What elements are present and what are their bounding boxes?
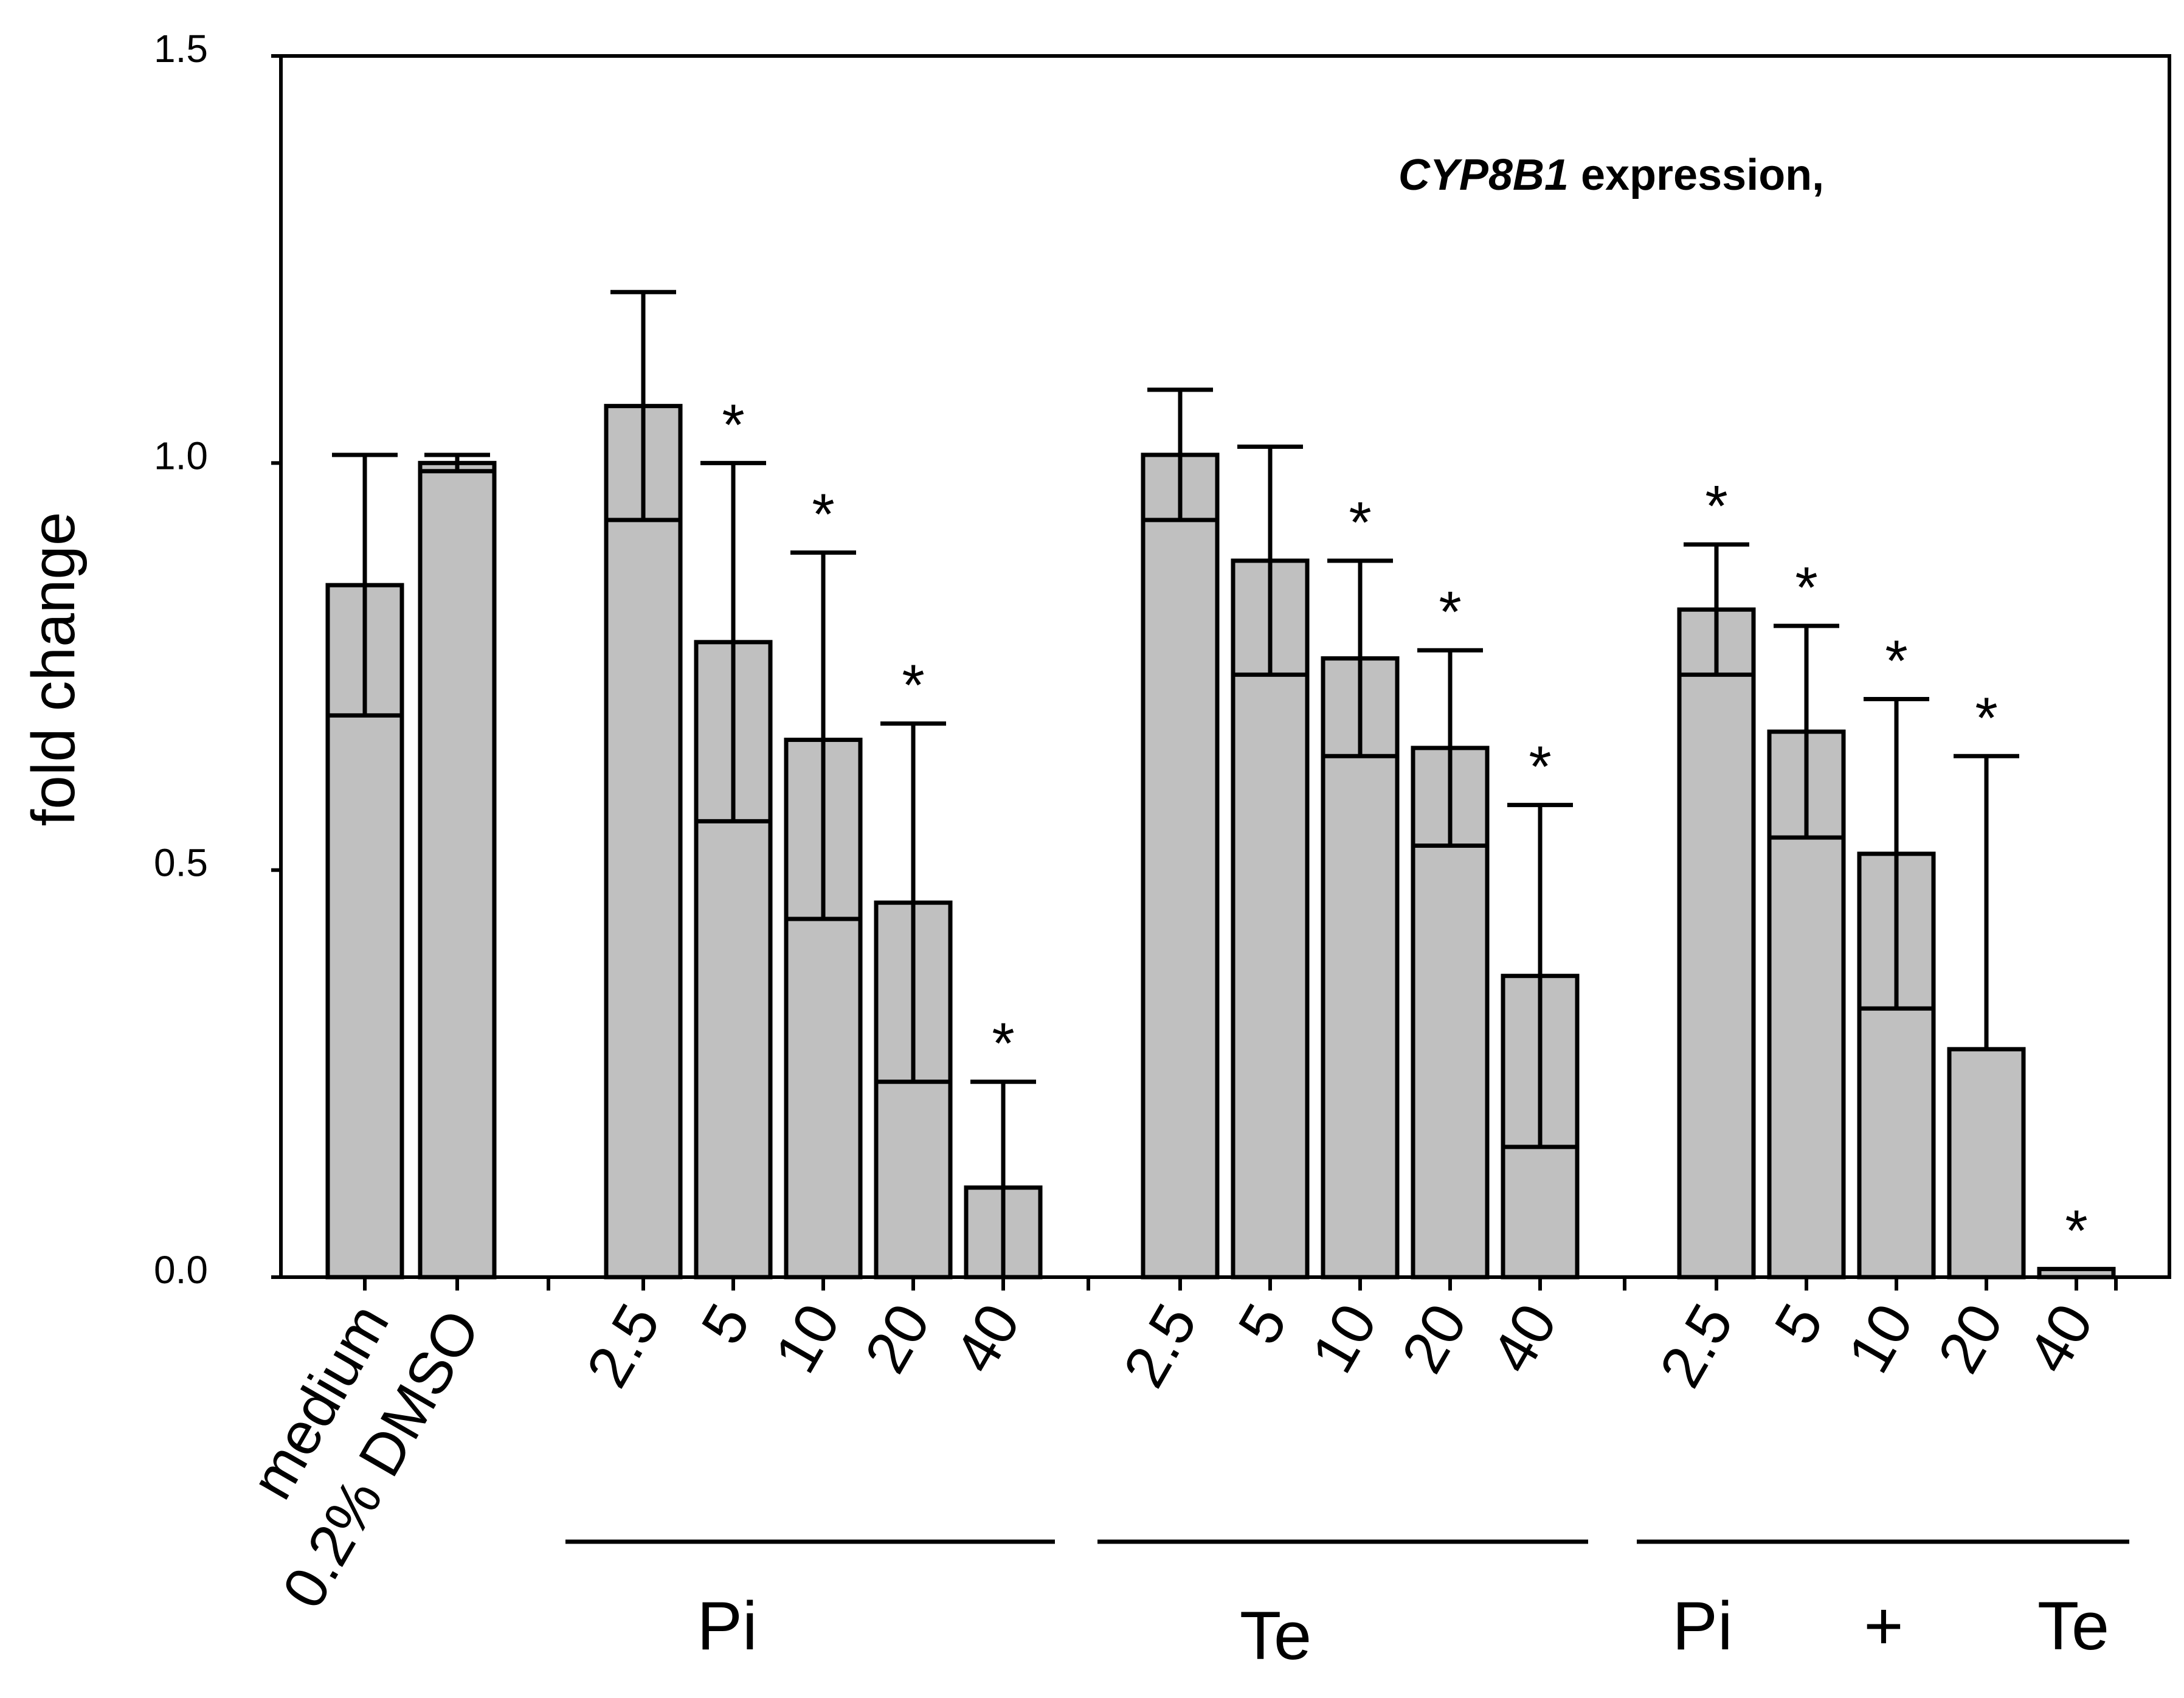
bar-g2-1 xyxy=(1141,452,1220,1280)
bar-g3-1 xyxy=(1677,607,1756,1280)
significance-star-g2-3: * xyxy=(1349,490,1371,555)
chart-title: CYP8B1 expression, xyxy=(1398,151,1824,199)
x-label-g2-1: 2.5 xyxy=(1110,1293,1209,1398)
x-label-g2-4: 20 xyxy=(1388,1293,1479,1384)
x-label-g1-3: 10 xyxy=(761,1293,852,1384)
significance-star-g1-3: * xyxy=(812,482,834,547)
x-label-g3-1: 2.5 xyxy=(1647,1293,1746,1398)
y-tick-label: 0.5 xyxy=(154,841,208,885)
y-tick-label: 1.0 xyxy=(154,434,208,477)
y-axis-label: fold change xyxy=(19,511,88,826)
significance-star-g1-4: * xyxy=(902,653,924,718)
y-tick-label: 1.5 xyxy=(154,27,208,71)
bar-control-2 xyxy=(418,460,497,1280)
significance-star-g1-2: * xyxy=(722,392,744,457)
bar-g3-4 xyxy=(1947,1047,2026,1280)
significance-star-g3-4: * xyxy=(1975,685,1997,750)
bar-g1-1 xyxy=(604,404,683,1280)
group-label-combo-te: Te xyxy=(2037,1588,2109,1664)
significance-star-g2-5: * xyxy=(1529,735,1551,800)
group-label-pi: Pi xyxy=(697,1588,758,1664)
x-label-g3-2: 5 xyxy=(1761,1293,1836,1355)
significance-star-g3-2: * xyxy=(1795,555,1817,620)
x-label-g1-1: 2.5 xyxy=(573,1293,672,1398)
x-label-g3-4: 20 xyxy=(1924,1293,2016,1384)
x-label-g2-5: 40 xyxy=(1478,1293,1569,1384)
group-label-combo-pi: Pi xyxy=(1672,1588,1733,1664)
x-label-g2-3: 10 xyxy=(1298,1293,1389,1384)
plot-frame xyxy=(279,54,2171,1279)
bar-g2-2 xyxy=(1231,558,1310,1280)
x-label-g2-2: 5 xyxy=(1225,1293,1300,1355)
x-label-g1-2: 5 xyxy=(688,1293,763,1355)
significance-star-g2-4: * xyxy=(1439,580,1461,645)
group-label-te: Te xyxy=(1240,1598,1311,1674)
x-label-g1-4: 20 xyxy=(851,1293,942,1384)
title-gene: CYP8B1 xyxy=(1398,151,1569,199)
bar-g2-3 xyxy=(1321,656,1400,1280)
group-label-combo-plus: + xyxy=(1864,1588,1903,1664)
x-label-g3-3: 10 xyxy=(1834,1293,1926,1384)
title-rest: expression, xyxy=(1569,151,1824,199)
x-label-g3-5: 40 xyxy=(2014,1293,2106,1384)
bar-g3-5 xyxy=(2037,1267,2116,1280)
y-tick-label: 0.0 xyxy=(154,1248,208,1292)
significance-star-g1-5: * xyxy=(992,1011,1014,1076)
x-label-g1-5: 40 xyxy=(941,1293,1032,1384)
significance-star-g3-5: * xyxy=(2065,1199,2087,1264)
significance-star-g3-1: * xyxy=(1705,474,1727,539)
significance-star-g3-3: * xyxy=(1885,629,1907,694)
